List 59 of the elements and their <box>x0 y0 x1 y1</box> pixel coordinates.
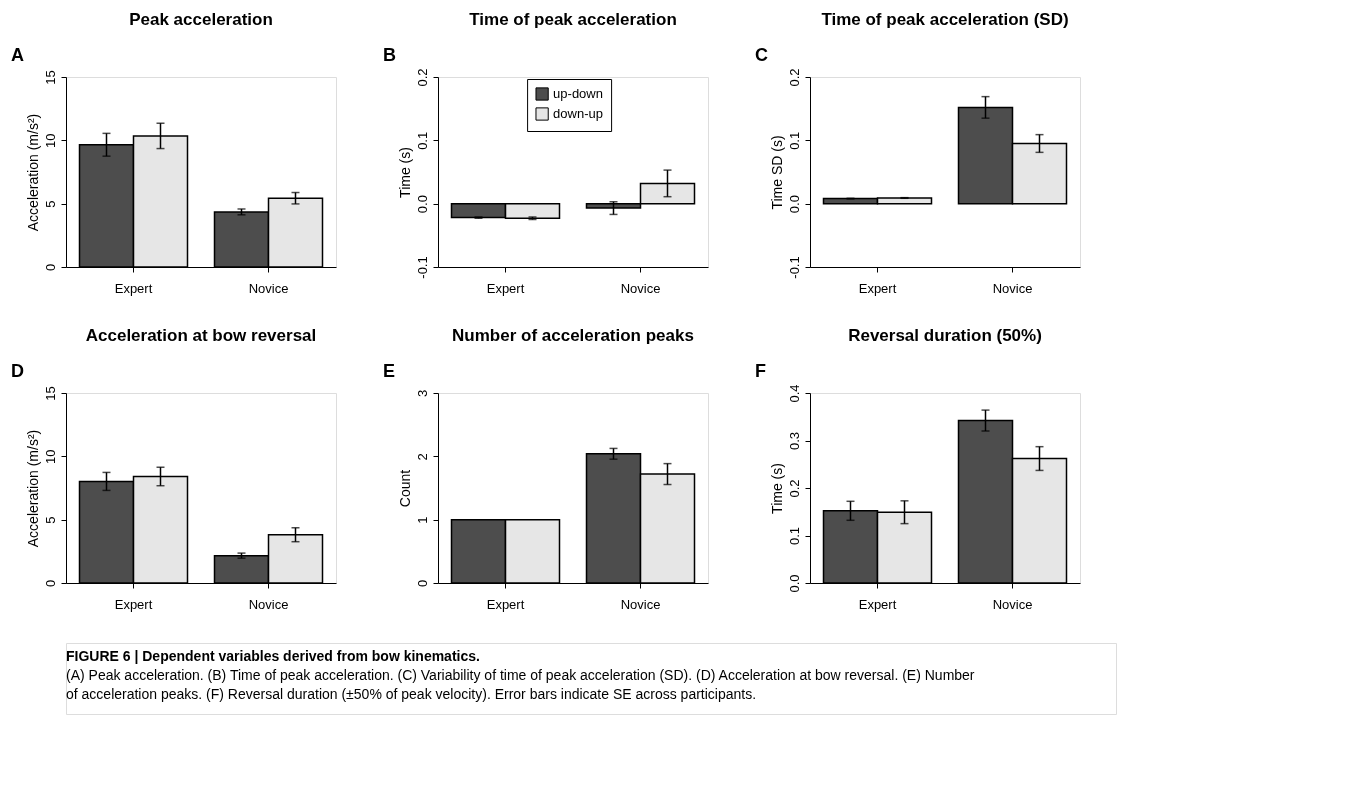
text: B <box>383 45 396 65</box>
y-tick-label: 0 <box>414 579 430 588</box>
text: E <box>383 361 396 381</box>
y-tick-label: 0.1 <box>786 526 802 546</box>
legend-label: up-down <box>553 86 603 101</box>
y-tick-label: 0.4 <box>786 384 802 403</box>
text: A <box>11 45 24 65</box>
y-tick-label: -0.1 <box>786 256 802 279</box>
x-tick-label: Expert <box>114 280 153 296</box>
x-tick-label: Expert <box>486 596 525 612</box>
y-axis-title: Time (s) <box>396 147 413 198</box>
y-axis-title: Acceleration (m/s²) <box>24 429 41 548</box>
y-tick-label: 0.2 <box>786 479 802 498</box>
y-axis-title: Count <box>396 469 413 508</box>
x-tick-label: Novice <box>248 280 289 296</box>
y-tick-label: 0.2 <box>786 68 802 87</box>
x-tick-label: Novice <box>620 280 661 296</box>
chart-title: Reversal duration (50%) <box>848 326 1042 345</box>
y-tick-label: 0.0 <box>786 195 802 214</box>
y-tick-label: 0.1 <box>786 131 802 150</box>
y-tick-label: 0.0 <box>414 195 430 214</box>
chart-title: Acceleration at bow reversal <box>85 326 317 345</box>
x-tick-label: Novice <box>620 596 661 612</box>
text: C <box>755 45 768 65</box>
x-tick-label: Novice <box>992 596 1033 612</box>
text: (A) Peak acceleration. (B) Time of peak acceleration. (C) Variability of time of peak acceleration (SD). (D) Acceleration at bow reversal. (E) Number of acceleration peaks. (F) Reversal duration (±50% of peak velocity). Error bars indicate SE across participants. <box>66 667 975 702</box>
y-tick-label: 0.0 <box>786 574 802 593</box>
y-axis-title: Time SD (s) <box>768 135 785 210</box>
x-tick-label: Expert <box>858 280 897 296</box>
caption: FIGURE 6 | Dependent variables derived from bow kinematics. <box>66 648 480 664</box>
y-axis-title: Acceleration (m/s²) <box>24 113 41 232</box>
chart-title: Peak acceleration <box>129 10 273 29</box>
y-tick-label: 0 <box>42 263 58 272</box>
y-tick-label: -0.1 <box>414 256 430 279</box>
x-tick-label: Novice <box>992 280 1033 296</box>
y-tick-label: 0.2 <box>414 68 430 87</box>
y-tick-label: 0.3 <box>786 431 802 451</box>
y-tick-label: 2 <box>414 453 430 461</box>
y-tick-label: 0 <box>42 579 58 588</box>
y-tick-label: 5 <box>42 516 58 524</box>
y-tick-label: 10 <box>42 133 58 149</box>
text: D <box>11 361 24 381</box>
chart-title: Time of peak acceleration <box>469 10 677 29</box>
y-tick-label: 1 <box>414 516 430 524</box>
y-tick-label: 0.1 <box>414 131 430 150</box>
x-tick-label: Expert <box>114 596 153 612</box>
x-tick-label: Novice <box>248 596 289 612</box>
chart-title: Number of acceleration peaks <box>452 326 694 345</box>
x-tick-label: Expert <box>486 280 525 296</box>
x-tick-label: Expert <box>858 596 897 612</box>
y-tick-label: 3 <box>414 389 430 398</box>
y-tick-label: 15 <box>42 70 58 85</box>
y-axis-title: Time (s) <box>768 463 785 514</box>
chart-title: Time of peak acceleration (SD) <box>821 10 1069 29</box>
legend-label: down-up <box>553 106 603 121</box>
y-tick-label: 10 <box>42 449 58 465</box>
y-tick-label: 5 <box>42 200 58 208</box>
text: F <box>755 361 766 381</box>
y-tick-label: 15 <box>42 386 58 401</box>
